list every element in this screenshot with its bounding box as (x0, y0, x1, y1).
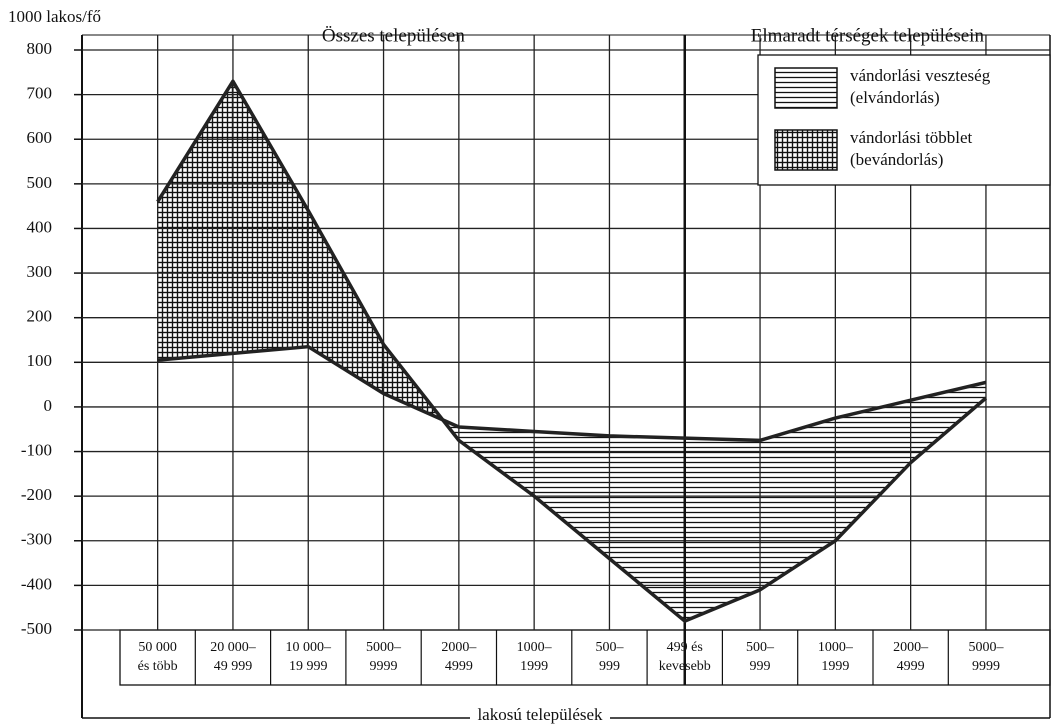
x-tick-label: 49 999 (214, 659, 253, 674)
label-box (119, 629, 1051, 686)
area-fill (232, 81, 309, 354)
x-tick-label: 2000– (893, 640, 929, 655)
legend-swatch (774, 67, 838, 109)
y-tick-label: 800 (27, 39, 53, 58)
x-tick-label: 19 999 (289, 659, 328, 674)
y-tick-label: -500 (21, 619, 52, 638)
section-title: Elmaradt térségek településein (751, 25, 985, 46)
area-fill (684, 438, 761, 622)
y-tick-label: 400 (27, 217, 53, 236)
x-tick-label: 10 000– (286, 640, 333, 655)
x-tick-label: 9999 (370, 659, 398, 674)
x-tick-label: 999 (599, 659, 620, 674)
area-fill (458, 427, 535, 497)
x-tick-label: és több (138, 659, 178, 674)
x-axis-label: lakosú települések (477, 705, 603, 724)
y-tick-label: -300 (21, 530, 52, 549)
area-fill (760, 418, 836, 590)
x-tick-label: 4999 (897, 659, 925, 674)
area-fill (910, 382, 986, 463)
y-tick-label: 0 (44, 396, 53, 415)
x-tick-label: 500– (595, 640, 624, 655)
y-tick-label: 100 (27, 351, 53, 370)
legend-label: (elvándorlás) (850, 88, 940, 107)
x-tick-label: 50 000 (138, 640, 177, 655)
y-tick-label: 500 (27, 173, 53, 192)
x-tick-label: 999 (750, 659, 771, 674)
x-tick-label: 5000– (366, 640, 402, 655)
y-tick-label: 300 (27, 262, 53, 281)
area-fills (157, 81, 986, 622)
y-tick-label: 700 (27, 84, 53, 103)
area-fill (157, 81, 233, 361)
x-tick-label: 2000– (441, 640, 477, 655)
legend-label: (bevándorlás) (850, 150, 943, 169)
area-fill (308, 210, 384, 394)
x-tick-label: 1999 (520, 659, 548, 674)
y-tick-label: -200 (21, 485, 52, 504)
legend-swatch (774, 129, 838, 171)
section-title: Összes településen (322, 25, 465, 46)
label-bg (470, 706, 610, 726)
series-line (157, 344, 987, 443)
x-tick-label: 9999 (972, 659, 1000, 674)
y-tick-label: -400 (21, 574, 52, 593)
x-tick-label: 5000– (968, 640, 1004, 655)
area-fill (835, 400, 911, 541)
y-axis-label: 1000 lakos/fő (8, 7, 101, 26)
legend-label: vándorlási veszteség (850, 66, 991, 85)
x-tick-label: 1000– (517, 640, 553, 655)
area-fill (534, 431, 610, 559)
y-tick-label: 200 (27, 307, 53, 326)
x-tick-label: 1000– (818, 640, 854, 655)
area-fill (609, 435, 685, 622)
x-tick-label: 500– (746, 640, 775, 655)
y-tick-label: -100 (21, 440, 52, 459)
x-tick-label: 4999 (445, 659, 473, 674)
x-tick-label: 1999 (821, 659, 849, 674)
legend-label: vándorlási többlet (850, 128, 973, 147)
y-tick-label: 600 (27, 128, 53, 147)
series-line (156, 79, 988, 623)
x-tick-label: 20 000– (210, 640, 257, 655)
